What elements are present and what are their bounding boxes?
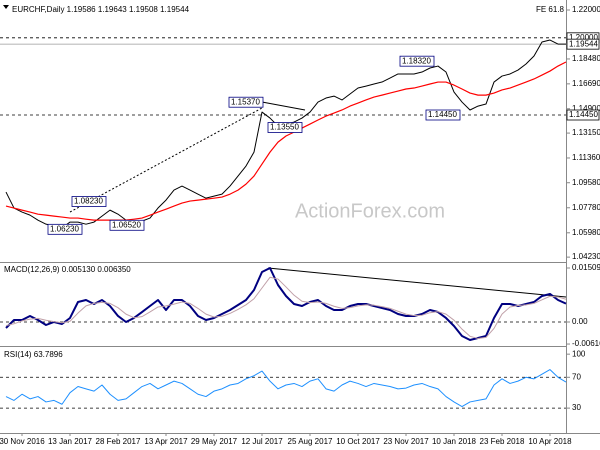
trend-line	[261, 101, 306, 111]
series-line	[5, 267, 567, 341]
x-tick-label: 13 Apr 2017	[144, 437, 188, 446]
y-tick-label: 1.16690	[572, 79, 600, 88]
annotation-label: 1.13550	[270, 123, 299, 132]
y-tick-label: 0.015092	[572, 263, 600, 272]
annotation-label: 1.06230	[50, 224, 79, 233]
series-line	[5, 369, 567, 408]
y-tick-label: 1.07780	[572, 203, 600, 212]
y-tick-label: 1.04230	[572, 252, 600, 261]
x-tick-label: 23 Nov 2017	[383, 437, 429, 446]
fib-label: FE 61.8	[536, 5, 565, 14]
annotation-label: 1.14450	[428, 110, 457, 119]
y-tick-label: 1.14900	[572, 104, 600, 113]
y-tick-label: 1.11360	[572, 153, 600, 162]
level-box	[566, 109, 600, 121]
annotation-box	[47, 223, 83, 235]
y-tick-label: 1.09580	[572, 178, 600, 187]
annotation-label: 1.18320	[402, 56, 431, 65]
title-marker	[3, 5, 9, 9]
pane-title: MACD(12,26,9) 0.005130 0.006350	[4, 265, 131, 274]
annotation-box	[228, 96, 264, 108]
trend-line	[267, 267, 567, 298]
y-tick-label: 1.22000	[572, 5, 600, 14]
y-tick-label: 70	[572, 372, 581, 381]
x-tick-label: 10 Jan 2018	[432, 437, 477, 446]
y-tick-label: 1.18480	[572, 54, 600, 63]
annotation-label: 1.15370	[231, 97, 260, 106]
level-label: 1.19544	[569, 39, 598, 48]
annotation-box	[399, 55, 435, 67]
annotation-box	[109, 219, 145, 231]
annotation-label: 1.08230	[74, 197, 103, 206]
annotation-box	[267, 122, 303, 133]
level-label: 1.14450	[569, 110, 598, 119]
pane-title: EURCHF,Daily 1.19586 1.19643 1.19508 1.1…	[12, 5, 190, 14]
x-tick-label: 28 Feb 2017	[96, 437, 141, 446]
y-tick-label: -0.006163	[572, 339, 600, 348]
trend-line	[69, 107, 263, 213]
annotation-box	[71, 196, 107, 207]
annotation-box	[425, 109, 461, 121]
x-tick-label: 10 Apr 2018	[528, 437, 572, 446]
pane-title: RSI(14) 63.7896	[4, 350, 63, 359]
y-tick-label: 1.13150	[572, 128, 600, 137]
x-tick-label: 29 May 2017	[191, 437, 238, 446]
y-tick-label: 100	[572, 349, 586, 358]
level-box	[566, 38, 600, 50]
y-tick-label: 0.00	[572, 317, 588, 326]
level-label: 1.20000	[569, 33, 598, 42]
x-tick-label: 10 Oct 2017	[336, 437, 380, 446]
watermark: ActionForex.com	[295, 200, 445, 222]
x-tick-label: 13 Jan 2017	[48, 437, 93, 446]
y-tick-label: 1.05980	[572, 228, 600, 237]
x-tick-label: 23 Feb 2018	[480, 437, 525, 446]
series-line	[5, 276, 567, 339]
x-tick-label: 12 Jul 2017	[241, 437, 283, 446]
x-tick-label: 25 Aug 2017	[288, 437, 333, 446]
annotation-label: 1.06520	[112, 220, 141, 229]
y-tick-label: 30	[572, 403, 581, 412]
series-line	[5, 61, 567, 221]
x-tick-label: 30 Nov 2016	[0, 437, 45, 446]
